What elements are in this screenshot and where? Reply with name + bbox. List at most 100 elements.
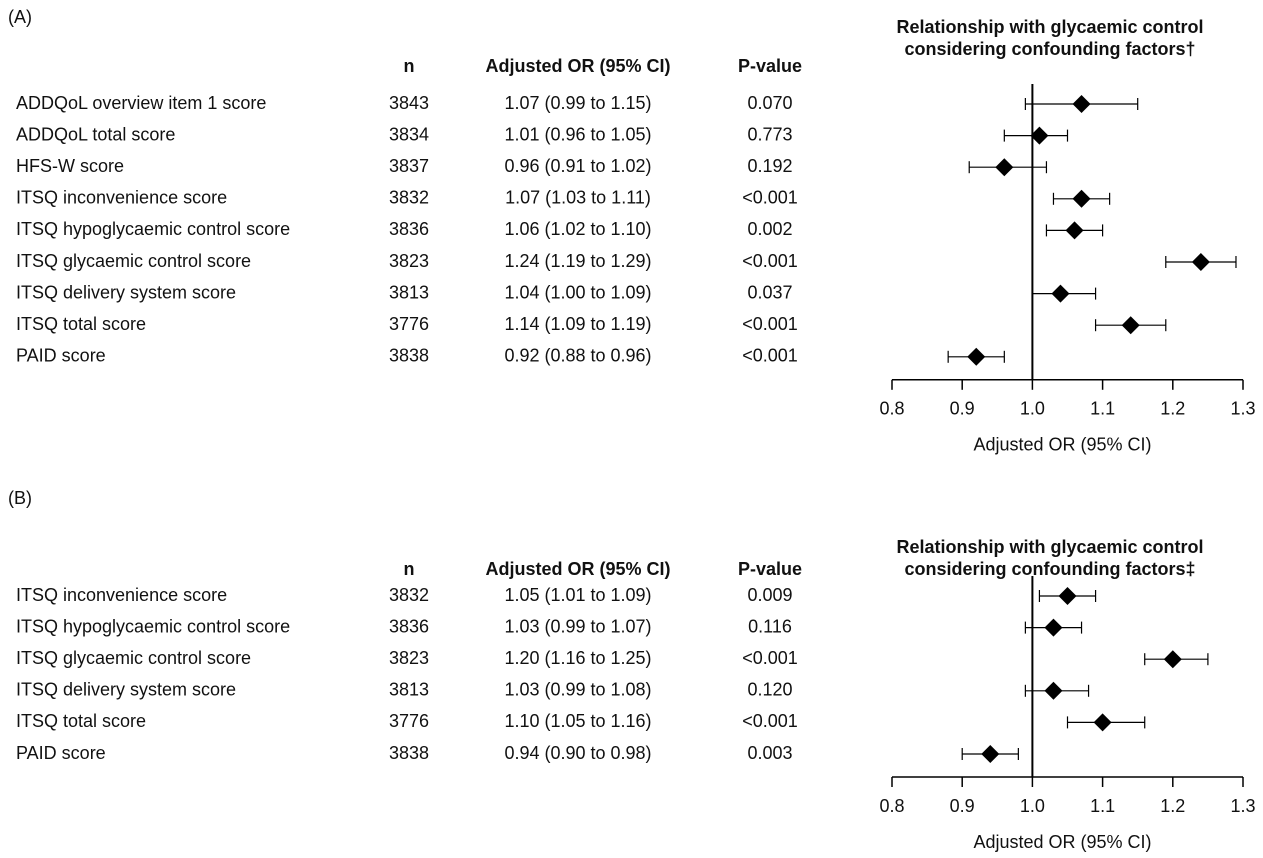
p-value: 0.037: [747, 282, 792, 302]
or-ci: 1.03 (0.99 to 1.08): [504, 680, 651, 700]
x-tick-label: 1.3: [1230, 399, 1255, 419]
or-marker: [967, 347, 986, 366]
or-marker: [1044, 618, 1063, 637]
plot-title: considering confounding factors†: [904, 39, 1195, 59]
or-ci: 1.07 (1.03 to 1.11): [505, 188, 651, 208]
n-value: 3838: [389, 743, 429, 763]
n-value: 3813: [389, 680, 429, 700]
row-label: ITSQ delivery system score: [16, 282, 236, 302]
p-value: <0.001: [742, 251, 798, 271]
x-tick-label: 1.2: [1160, 796, 1185, 816]
row-label: ADDQoL overview item 1 score: [16, 93, 266, 113]
or-ci: 1.07 (0.99 to 1.15): [504, 93, 651, 113]
panel-label: (A): [8, 7, 32, 27]
column-header: n: [404, 56, 415, 76]
or-marker: [1072, 95, 1091, 113]
or-marker: [1051, 284, 1070, 303]
or-marker: [1058, 587, 1077, 605]
n-value: 3836: [389, 219, 429, 239]
n-value: 3776: [389, 314, 429, 334]
x-axis-label: Adjusted OR (95% CI): [973, 832, 1151, 852]
x-tick-label: 1.0: [1020, 399, 1045, 419]
x-axis-label: Adjusted OR (95% CI): [973, 435, 1151, 455]
column-header: P-value: [738, 559, 802, 579]
or-marker: [995, 158, 1014, 177]
row-label: ITSQ total score: [16, 711, 146, 731]
row-label: ITSQ glycaemic control score: [16, 648, 251, 668]
or-ci: 1.04 (1.00 to 1.09): [504, 282, 651, 302]
p-value: <0.001: [742, 314, 798, 334]
x-tick-label: 1.1: [1090, 796, 1115, 816]
or-ci: 1.20 (1.16 to 1.25): [504, 648, 651, 668]
n-value: 3843: [389, 93, 429, 113]
row-label: ITSQ hypoglycaemic control score: [16, 219, 290, 239]
or-ci: 0.96 (0.91 to 1.02): [504, 156, 651, 176]
or-marker: [1093, 713, 1112, 732]
or-marker: [981, 745, 1000, 763]
x-tick-label: 0.9: [950, 399, 975, 419]
p-value: <0.001: [742, 648, 798, 668]
x-tick-label: 0.9: [950, 796, 975, 816]
n-value: 3832: [389, 188, 429, 208]
p-value: 0.120: [747, 680, 792, 700]
x-tick-label: 1.1: [1090, 399, 1115, 419]
column-header: Adjusted OR (95% CI): [485, 559, 670, 579]
p-value: 0.009: [747, 585, 792, 605]
n-value: 3823: [389, 251, 429, 271]
x-tick-label: 1.3: [1230, 796, 1255, 816]
or-ci: 1.24 (1.19 to 1.29): [504, 251, 651, 271]
p-value: 0.116: [748, 616, 792, 636]
row-label: ITSQ total score: [16, 314, 146, 334]
row-label: PAID score: [16, 743, 106, 763]
n-value: 3813: [389, 282, 429, 302]
plot-title: Relationship with glycaemic control: [896, 537, 1203, 557]
or-marker: [1044, 681, 1063, 700]
or-ci: 1.10 (1.05 to 1.16): [504, 711, 651, 731]
row-label: HFS-W score: [16, 156, 124, 176]
p-value: 0.192: [747, 156, 792, 176]
column-header: Adjusted OR (95% CI): [485, 56, 670, 76]
or-ci: 1.05 (1.01 to 1.09): [504, 585, 651, 605]
p-value: <0.001: [742, 346, 798, 366]
row-label: ITSQ hypoglycaemic control score: [16, 616, 290, 636]
or-marker: [1191, 253, 1210, 271]
n-value: 3834: [389, 124, 429, 144]
n-value: 3823: [389, 648, 429, 668]
column-header: n: [404, 559, 415, 579]
plot-title: Relationship with glycaemic control: [896, 17, 1203, 37]
column-header: P-value: [738, 56, 802, 76]
n-value: 3837: [389, 156, 429, 176]
or-ci: 1.14 (1.09 to 1.19): [504, 314, 651, 334]
or-ci: 0.92 (0.88 to 0.96): [504, 346, 651, 366]
plot-title: considering confounding factors‡: [904, 559, 1195, 579]
panel-label: (B): [8, 488, 32, 508]
or-ci: 1.01 (0.96 to 1.05): [504, 124, 651, 144]
or-ci: 0.94 (0.90 to 0.98): [504, 743, 651, 763]
or-marker: [1072, 189, 1091, 208]
row-label: ADDQoL total score: [16, 124, 175, 144]
n-value: 3838: [389, 346, 429, 366]
p-value: 0.773: [747, 124, 792, 144]
row-label: ITSQ inconvenience score: [16, 188, 227, 208]
x-tick-label: 1.0: [1020, 796, 1045, 816]
or-marker: [1065, 221, 1084, 240]
or-marker: [1030, 126, 1049, 145]
p-value: <0.001: [742, 188, 798, 208]
x-tick-label: 0.8: [879, 796, 904, 816]
p-value: 0.003: [747, 743, 792, 763]
n-value: 3836: [389, 616, 429, 636]
n-value: 3832: [389, 585, 429, 605]
p-value: 0.002: [747, 219, 792, 239]
p-value: <0.001: [742, 711, 798, 731]
row-label: ITSQ inconvenience score: [16, 585, 227, 605]
or-ci: 1.03 (0.99 to 1.07): [504, 616, 651, 636]
or-ci: 1.06 (1.02 to 1.10): [504, 219, 651, 239]
n-value: 3776: [389, 711, 429, 731]
row-label: PAID score: [16, 346, 106, 366]
x-tick-label: 1.2: [1160, 399, 1185, 419]
row-label: ITSQ delivery system score: [16, 680, 236, 700]
x-tick-label: 0.8: [879, 399, 904, 419]
or-marker: [1121, 316, 1140, 335]
or-marker: [1163, 650, 1182, 669]
